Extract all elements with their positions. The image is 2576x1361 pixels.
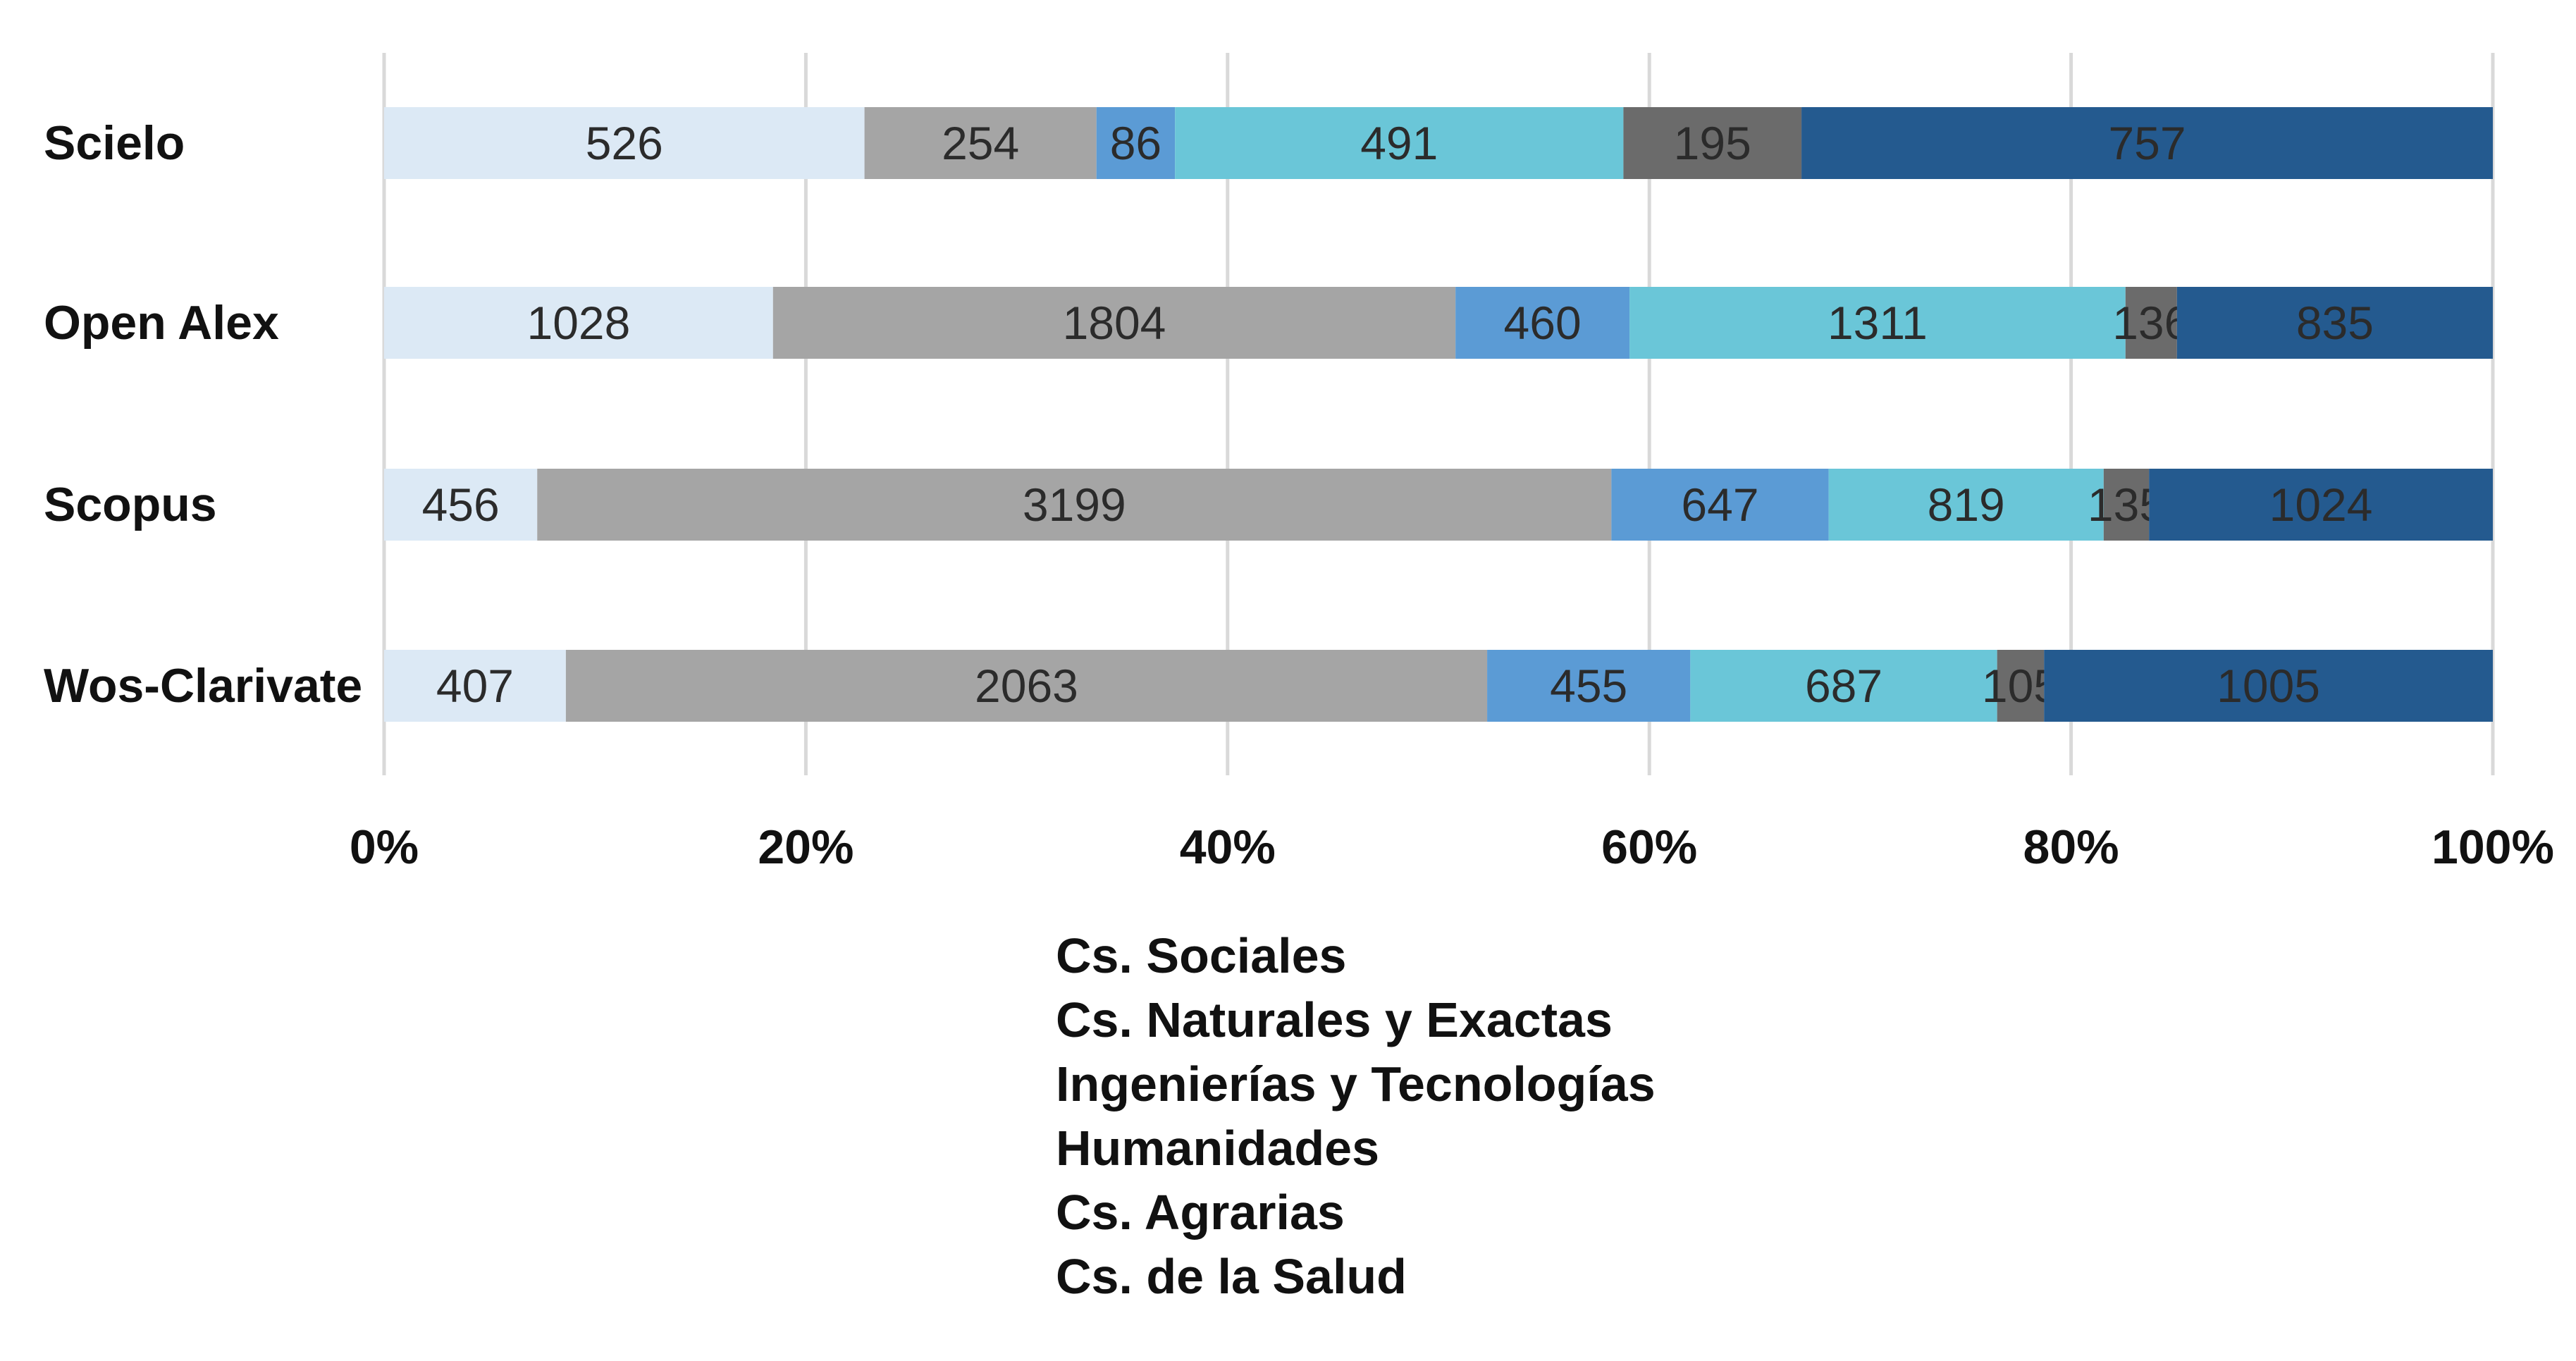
data-label: 491 <box>1360 117 1438 169</box>
bar-segment-open-alex-cs-agrarias <box>2125 287 2177 359</box>
bar-segment-scielo-ingenierias-y-tecnologias <box>1096 107 1176 179</box>
data-label: 526 <box>586 117 663 169</box>
x-tick-label: 80% <box>2023 820 2119 874</box>
data-label: 1804 <box>1063 297 1166 349</box>
legend-entry-ingenierias-y-tecnologias: Ingenierías y Tecnologías <box>1056 1057 1656 1111</box>
category-axis: Scielo Open Alex Scopus Wos-Clarivate <box>44 116 362 713</box>
bar-segment-scielo-humanidades <box>1175 107 1624 179</box>
bar-segment-scielo-cs-agrarias <box>1623 107 1802 179</box>
data-label: 195 <box>1674 117 1751 169</box>
x-tick-label: 20% <box>758 820 853 874</box>
legend-entry-cs-sociales: Cs. Sociales <box>1056 928 1346 983</box>
bar-segment-scielo-cs-de-la-salud <box>1801 107 2493 179</box>
bar-segment-wos-clarivate-cs-de-la-salud <box>2044 650 2493 722</box>
bar-segment-open-alex-cs-de-la-salud <box>2176 287 2493 359</box>
data-label: 254 <box>942 117 1019 169</box>
data-label: 86 <box>1110 117 1161 169</box>
data-label: 819 <box>1928 479 2005 531</box>
bar-segment-wos-clarivate-cs-agrarias <box>1997 650 2045 722</box>
bar-segment-wos-clarivate-cs-sociales <box>384 650 566 722</box>
x-tick-label: 40% <box>1180 820 1276 874</box>
x-tick-label: 100% <box>2432 820 2554 874</box>
bar-segment-scopus-ingenierias-y-tecnologias <box>1611 469 1829 541</box>
legend-entry-cs-agrarias: Cs. Agrarias <box>1056 1185 1345 1240</box>
legend-entry-cs-naturales-y-exactas: Cs. Naturales y Exactas <box>1056 992 1613 1047</box>
legend: Cs. Sociales Cs. Naturales y Exactas Ingen… <box>1056 928 1656 1304</box>
category-label-open-alex: Open Alex <box>44 296 279 350</box>
bar-segment-scopus-cs-agrarias <box>2103 469 2150 541</box>
data-label: 407 <box>436 660 514 712</box>
data-label: 757 <box>2108 117 2186 169</box>
data-label: 3199 <box>1023 479 1126 531</box>
bar-segment-scopus-humanidades <box>1828 469 2104 541</box>
bar-segment-open-alex-ingenierias-y-tecnologias <box>1455 287 1630 359</box>
data-label: 1028 <box>526 297 630 349</box>
data-label: 1005 <box>2217 660 2320 712</box>
legend-entry-humanidades: Humanidades <box>1056 1121 1379 1176</box>
bar-segment-open-alex-cs-sociales <box>384 287 773 359</box>
bar-segment-open-alex-humanidades <box>1629 287 2126 359</box>
data-label: 1024 <box>2269 479 2373 531</box>
bar-segment-wos-clarivate-humanidades <box>1690 650 1997 722</box>
category-label-scopus: Scopus <box>44 478 217 531</box>
bar-segment-scopus-cs-naturales-y-exactas <box>537 469 1612 541</box>
bar-segment-wos-clarivate-cs-naturales-y-exactas <box>565 650 1488 722</box>
bar-segment-scielo-cs-sociales <box>384 107 865 179</box>
bar-segment-open-alex-cs-naturales-y-exactas <box>772 287 1456 359</box>
value-axis: 0% 20% 40% 60% 80% 100% <box>350 820 2554 874</box>
data-label: 647 <box>1681 479 1758 531</box>
data-label: 835 <box>2296 297 2374 349</box>
bar-segment-wos-clarivate-ingenierias-y-tecnologias <box>1487 650 1691 722</box>
data-label: 2063 <box>975 660 1078 712</box>
data-label: 455 <box>1550 660 1627 712</box>
data-label: 456 <box>422 479 500 531</box>
bar-segment-scielo-cs-naturales-y-exactas <box>864 107 1097 179</box>
bar-segment-scopus-cs-sociales <box>384 469 538 541</box>
bar-segment-scopus-cs-de-la-salud <box>2149 469 2493 541</box>
x-tick-label: 60% <box>1601 820 1697 874</box>
category-label-scielo: Scielo <box>44 116 185 170</box>
data-label: 687 <box>1805 660 1882 712</box>
x-tick-label: 0% <box>350 820 419 874</box>
legend-entry-cs-de-la-salud: Cs. de la Salud <box>1056 1249 1407 1304</box>
data-label: 460 <box>1504 297 1582 349</box>
category-label-wos-clarivate: Wos-Clarivate <box>44 659 362 713</box>
data-label: 1311 <box>1828 297 1928 349</box>
